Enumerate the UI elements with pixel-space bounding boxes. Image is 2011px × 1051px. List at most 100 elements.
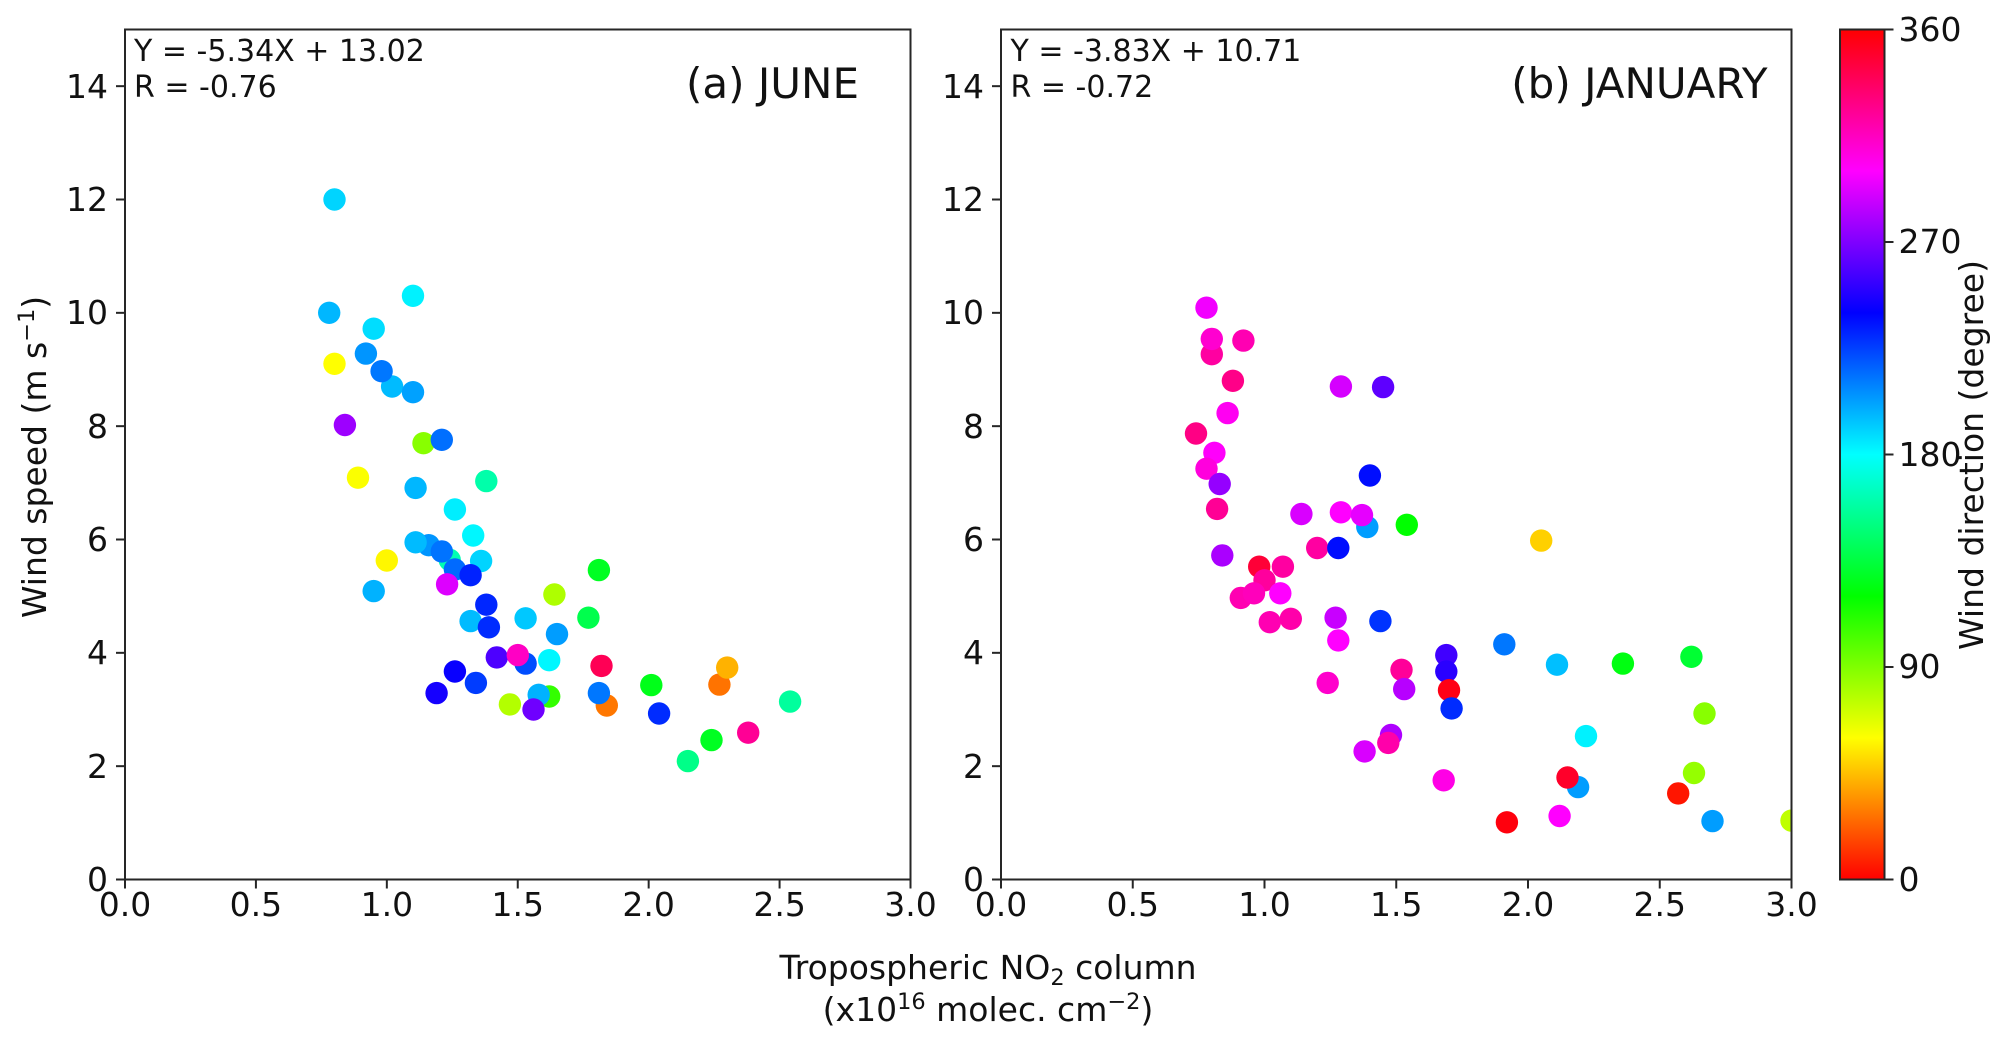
x-tick-label: 1.0: [360, 885, 414, 924]
scatter-point: [401, 381, 425, 404]
scatter-point: [1184, 422, 1208, 445]
label-fragment: column: [1064, 948, 1197, 987]
scatter-point: [1195, 457, 1218, 480]
scatter-point: [1353, 740, 1376, 763]
scatter-point: [404, 476, 427, 500]
y-tick-label: 0: [87, 859, 108, 899]
scatter-point: [485, 646, 508, 669]
scatter-point: [1432, 769, 1455, 792]
y-tick-label: 14: [942, 66, 984, 106]
panel-a-annotation: Y = -5.34X + 13.02 R = -0.76: [134, 34, 425, 106]
colorbar-gradient: [1840, 29, 1885, 880]
x-axis-label-line2: (x1016 molec. cm−2): [588, 990, 1388, 1030]
scatter-point: [443, 498, 467, 521]
scatter-point: [1269, 582, 1292, 605]
scatter-point: [1556, 766, 1579, 789]
scatter-point: [443, 660, 467, 683]
scatter-point: [1316, 671, 1339, 695]
x-tick-label: 0.5: [1106, 885, 1159, 924]
scatter-point: [1435, 643, 1458, 667]
scatter-point: [577, 606, 600, 629]
scatter-point: [778, 690, 802, 713]
x-tick-label: 1.5: [1370, 885, 1423, 924]
scatter-point: [346, 466, 370, 489]
scatter-point: [647, 702, 671, 725]
panel-a-regression-equation: Y = -5.34X + 13.02: [134, 34, 425, 70]
scatter-point: [1440, 697, 1463, 720]
panel-b-title: (b) JANUARY: [1511, 59, 1768, 108]
scatter-point: [370, 360, 393, 383]
scatter-points-b: [1184, 296, 1792, 834]
x-tick-label: 0.0: [974, 885, 1028, 924]
label-fragment: Wind speed (m s: [15, 341, 54, 619]
label-fragment: −2: [1107, 988, 1141, 1015]
scatter-point: [425, 681, 448, 705]
scatter-point: [1211, 544, 1234, 567]
panel-b-correlation: R = -0.72: [1010, 70, 1154, 106]
label-fragment: Tropospheric NO: [779, 948, 1051, 987]
y-axis-label: Wind speed (m s−1): [14, 296, 55, 619]
scatter-point: [459, 564, 482, 587]
scatter-point: [1329, 501, 1353, 524]
scatter-point: [1701, 809, 1724, 833]
scatter-point: [590, 654, 613, 678]
x-tick-label: 3.0: [884, 885, 937, 924]
scatter-point: [354, 342, 378, 365]
scatter-point: [737, 721, 760, 744]
scatter-point: [362, 317, 385, 340]
scatter-point: [640, 673, 663, 697]
scatter-point: [716, 656, 739, 679]
scatter-point: [475, 469, 498, 493]
scatter-point: [1574, 724, 1598, 748]
scatter-point: [1208, 472, 1231, 496]
y-tick-label: 12: [942, 179, 984, 219]
scatter-point: [1327, 536, 1350, 560]
scatter-point: [1377, 731, 1400, 755]
scatter-point: [323, 188, 346, 211]
x-tick-label: 2.0: [622, 885, 675, 924]
scatter-point: [375, 549, 398, 572]
y-tick-label: 8: [87, 406, 108, 446]
scatter-point: [1216, 401, 1239, 425]
scatter-point: [700, 728, 723, 752]
y-tick-label: 2: [87, 746, 108, 786]
scatter-point: [1611, 652, 1635, 675]
scatter-point: [522, 698, 545, 721]
axes-box-a: [124, 28, 912, 881]
scatter-point: [464, 671, 488, 695]
colorbar-tick-label: 270: [1898, 222, 1962, 262]
x-tick-label: 2.5: [1633, 885, 1686, 924]
scatter-point: [1271, 555, 1295, 578]
scatter-point: [1493, 633, 1516, 656]
scatter-point: [1279, 607, 1303, 630]
label-fragment: 2: [1050, 964, 1065, 991]
scatter-point: [475, 593, 498, 616]
scatter-point: [1495, 811, 1519, 834]
scatter-point: [1680, 645, 1703, 668]
scatter-point: [514, 607, 537, 630]
scatter-point: [459, 609, 482, 633]
y-tick-label: 6: [87, 519, 108, 559]
scatter-point: [587, 681, 611, 705]
scatter-point: [1200, 343, 1224, 366]
scatter-point: [1327, 629, 1350, 652]
scatter-point: [323, 352, 346, 375]
scatter-point: [1390, 658, 1413, 681]
scatter-point: [1329, 375, 1353, 398]
x-tick-label: 3.0: [1765, 885, 1818, 924]
scatter-point: [1350, 503, 1374, 527]
scatter-point: [1530, 529, 1553, 552]
x-tick-label: 1.0: [1238, 885, 1291, 924]
scatter-point: [1393, 677, 1416, 701]
scatter-point: [1435, 660, 1458, 683]
x-tick-label: 2.5: [753, 885, 806, 924]
label-fragment: ): [1140, 990, 1154, 1029]
scatter-point: [1780, 809, 1792, 832]
x-tick-label: 2.0: [1501, 885, 1555, 924]
y-tick-label: 4: [963, 633, 984, 673]
y-tick-label: 4: [87, 633, 108, 673]
scatter-point: [708, 673, 731, 696]
scatter-point: [362, 579, 385, 603]
scatter-point: [543, 583, 566, 606]
